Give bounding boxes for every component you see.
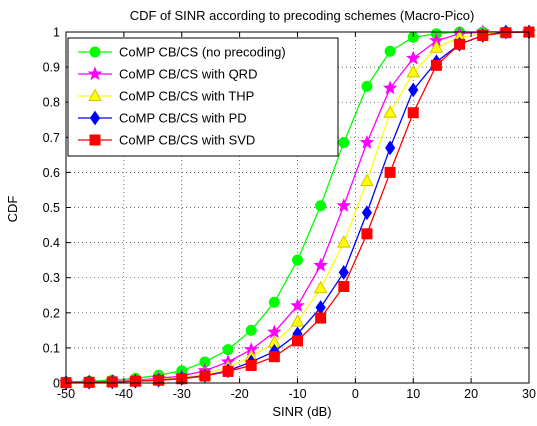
legend-marker [89,110,101,126]
data-point [313,280,328,294]
data-point [361,80,373,92]
data-point [83,376,95,388]
x-tick-label: -10 [288,387,306,401]
x-axis-title: SINR (dB) [272,404,331,419]
y-tick-label: 0.1 [43,341,60,355]
legend-item: CoMP CB/CS with QRD [78,66,257,82]
y-tick-label: 0.4 [43,236,60,250]
y-tick-label: 0.5 [43,201,60,215]
data-point [268,296,280,308]
data-point [313,257,328,272]
data-point [290,298,305,312]
data-point [315,200,327,212]
data-point [267,324,282,339]
data-point [408,82,419,98]
data-point [477,30,489,42]
data-point [315,312,327,324]
data-point [245,324,257,336]
legend-item: CoMP CB/CS with THP [78,88,254,104]
y-tick-label: 0.8 [43,96,60,110]
data-point [129,375,141,387]
data-point [268,351,280,363]
data-point [292,335,303,347]
data-point [336,235,351,248]
data-point [199,370,211,382]
x-tick-label: 20 [464,387,478,401]
x-tick-label: 30 [522,387,536,401]
legend-marker [89,134,101,146]
data-point [338,265,349,280]
data-point [336,198,352,212]
data-point [245,359,257,371]
data-point [361,228,373,240]
legend-item: CoMP CB/CS (no precoding) [78,45,286,60]
data-point [338,280,350,292]
data-point [406,64,421,78]
x-tick-label: -20 [231,387,249,401]
legend-label: CoMP CB/CS with PD [119,111,247,126]
legend-label: CoMP CB/CS with SVD [119,133,255,148]
data-point [430,59,442,71]
data-point [384,140,396,156]
data-point [454,38,466,50]
data-point [429,40,444,53]
data-point [153,374,165,386]
legend-item: CoMP CB/CS with SVD [78,133,255,148]
data-point [360,173,374,187]
legend-label: CoMP CB/CS with THP [119,89,254,104]
legend: CoMP CB/CS (no precoding) CoMP CB/CS with… [67,37,339,157]
data-point [222,365,234,377]
data-point [500,27,512,39]
data-point [106,376,118,388]
series-layer [58,24,537,391]
data-point [384,45,396,57]
y-tick-label: 0.3 [43,271,60,285]
data-point [406,50,421,65]
legend-label: CoMP CB/CS (no precoding) [119,45,286,60]
legend-marker [88,88,102,101]
data-point [384,166,396,178]
legend-marker [89,46,101,58]
data-point [338,137,350,149]
legend-label: CoMP CB/CS with QRD [119,67,257,82]
data-point [407,107,419,119]
legend-box [67,37,339,157]
data-point [359,134,375,149]
x-tick-label: -40 [115,387,133,401]
y-tick-label: 0.7 [43,131,60,145]
x-tick-label: 0 [352,387,359,401]
y-tick-label: 0.9 [43,61,60,75]
data-point [382,80,398,95]
data-point [292,254,303,266]
y-tick-label: 1 [53,26,60,40]
y-tick-label: 0 [53,377,60,391]
x-tick-label: -50 [57,387,75,401]
data-point [383,105,397,118]
chart-title: CDF of SINR according to precoding schem… [130,8,475,23]
data-point [290,314,305,327]
y-tick-label: 0.2 [43,306,60,320]
x-tick-label: -30 [173,387,191,401]
legend-item: CoMP CB/CS with PD [78,111,247,126]
axis-ticks: -50 -40 -30 -20 -10 0 10 20 30 0 0.1 0.2 0.3 0.4 0.5 0.… [43,26,536,402]
data-point [361,205,373,221]
y-axis-title: CDF [5,196,20,223]
data-point [222,344,234,356]
legend-marker [87,66,103,81]
y-tick-label: 0.6 [43,166,60,180]
x-tick-label: 10 [406,387,420,401]
